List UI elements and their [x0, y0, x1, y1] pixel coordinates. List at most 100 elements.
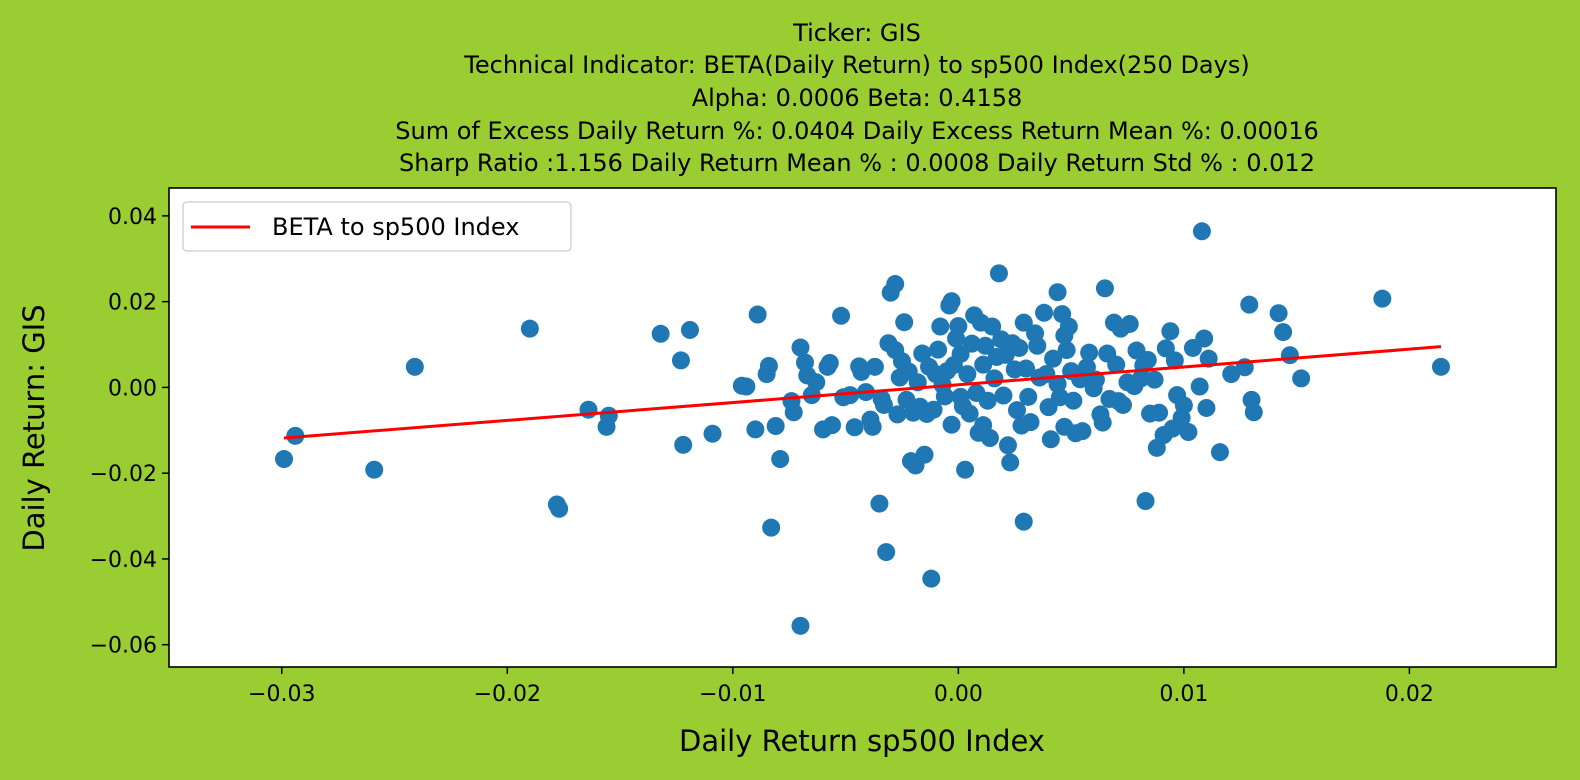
- data-point: [962, 334, 981, 353]
- data-point: [748, 305, 767, 324]
- data-point: [1093, 413, 1112, 432]
- data-point: [1017, 359, 1036, 378]
- data-point: [1179, 423, 1198, 442]
- data-point: [1195, 329, 1214, 348]
- chart-title-excess-return: Sum of Excess Daily Return %: 0.0404 Dai…: [395, 117, 1318, 145]
- y-tick-label: −0.06: [90, 634, 157, 659]
- data-point: [949, 317, 968, 336]
- y-tick-label: −0.02: [90, 462, 157, 487]
- y-tick-label: −0.04: [90, 548, 157, 573]
- data-point: [915, 445, 934, 464]
- data-point: [877, 543, 896, 562]
- data-point: [870, 494, 889, 513]
- data-point: [823, 416, 842, 435]
- data-point: [895, 313, 914, 332]
- data-point: [759, 356, 778, 375]
- legend-box: [182, 201, 572, 252]
- data-point: [865, 357, 884, 376]
- data-point: [1190, 377, 1209, 396]
- chart-title-ticker: Ticker: GIS: [792, 19, 921, 47]
- data-point: [746, 420, 765, 439]
- data-point: [1007, 401, 1026, 420]
- data-point: [1165, 351, 1184, 370]
- data-point: [841, 386, 860, 405]
- data-point: [550, 499, 569, 518]
- data-point: [651, 324, 670, 343]
- legend-label: BETA to sp500 Index: [272, 213, 519, 241]
- x-tick-label: −0.03: [248, 682, 315, 707]
- data-point: [1057, 341, 1076, 360]
- data-point: [1292, 369, 1311, 388]
- data-point: [762, 518, 781, 537]
- data-point: [956, 460, 975, 479]
- data-point: [1077, 358, 1096, 377]
- y-tick-label: 0.02: [108, 291, 157, 316]
- x-tick-label: 0.01: [1159, 682, 1208, 707]
- data-point: [737, 377, 756, 396]
- data-point: [784, 403, 803, 422]
- data-point: [766, 416, 785, 435]
- data-point: [1161, 322, 1180, 341]
- data-point: [1280, 346, 1299, 365]
- data-point: [931, 317, 950, 336]
- data-point: [958, 365, 977, 384]
- beta-regression-line: [283, 345, 1442, 440]
- data-point: [1001, 453, 1020, 472]
- data-point: [832, 306, 851, 325]
- data-point: [579, 400, 598, 419]
- data-point: [998, 436, 1017, 455]
- data-point: [520, 319, 539, 338]
- data-point: [1073, 422, 1092, 441]
- data-point: [886, 275, 905, 294]
- data-point: [845, 418, 864, 437]
- data-point: [671, 351, 690, 370]
- data-point: [1174, 396, 1193, 415]
- data-point: [599, 406, 618, 425]
- data-point: [674, 435, 693, 454]
- y-tick-label: 0.00: [108, 376, 157, 401]
- data-point: [1035, 303, 1054, 322]
- data-point: [680, 320, 699, 339]
- data-point: [942, 292, 961, 311]
- data-point: [1240, 295, 1259, 314]
- data-point: [922, 569, 941, 588]
- data-point: [1064, 391, 1083, 410]
- data-point: [978, 391, 997, 410]
- data-point: [1150, 403, 1169, 422]
- data-point: [1044, 349, 1063, 368]
- y-axis-ticks: 0.04 0.02 0.00 −0.02 −0.04 −0.06: [90, 205, 169, 659]
- data-point: [960, 404, 979, 423]
- data-point: [365, 460, 384, 479]
- data-point: [929, 340, 948, 359]
- data-point: [976, 336, 995, 355]
- chart-title-alpha-beta: Alpha: 0.0006 Beta: 0.4158: [692, 84, 1023, 112]
- data-point: [771, 450, 790, 469]
- data-point: [863, 417, 882, 436]
- data-point: [942, 415, 961, 434]
- data-point: [924, 400, 943, 419]
- x-axis-ticks: −0.03 −0.02 −0.01 0.00 0.01 0.02: [248, 667, 1434, 707]
- data-point: [1050, 388, 1069, 407]
- data-point: [1080, 343, 1099, 362]
- data-point: [1120, 314, 1139, 333]
- data-point: [807, 373, 826, 392]
- data-point: [1269, 304, 1288, 323]
- data-point: [1145, 370, 1164, 389]
- data-point: [1113, 395, 1132, 414]
- data-point: [1210, 443, 1229, 462]
- x-tick-label: 0.02: [1385, 682, 1434, 707]
- data-point: [994, 386, 1013, 405]
- data-point: [1059, 317, 1078, 336]
- data-point: [1274, 323, 1293, 342]
- data-point: [1021, 413, 1040, 432]
- data-point: [1222, 365, 1241, 384]
- data-point: [1197, 398, 1216, 417]
- chart-title-block: Ticker: GIS Technical Indicator: BETA(Da…: [395, 19, 1318, 177]
- legend: BETA to sp500 Index: [182, 201, 572, 252]
- data-point: [989, 264, 1008, 283]
- data-point: [874, 395, 893, 414]
- data-point: [791, 616, 810, 635]
- data-point: [985, 369, 1004, 388]
- plot-frame: [168, 187, 1557, 668]
- x-tick-label: 0.00: [934, 682, 983, 707]
